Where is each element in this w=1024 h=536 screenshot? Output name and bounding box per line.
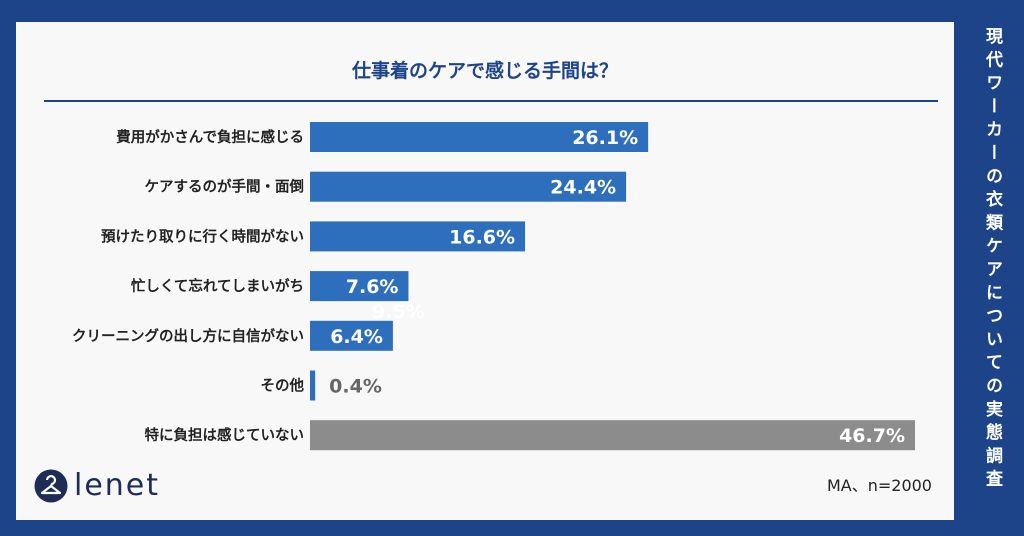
bar: [310, 370, 316, 401]
stray-value-label: 9.5%: [372, 301, 425, 323]
chart-title: 仕事着のケアで感じる手間は？: [351, 60, 618, 82]
category-label: 費用がかさんで負担に感じる: [116, 128, 304, 146]
value-label: 7.6%: [346, 276, 399, 298]
bar: [310, 122, 649, 152]
bar: [310, 171, 627, 202]
logo-text: lenet: [74, 468, 161, 503]
category-label: クリーニングの出し方に自信がない: [72, 327, 304, 345]
lenet-logo: lenet: [34, 468, 160, 503]
sample-note: MA、n=2000: [826, 476, 932, 495]
bar: [310, 271, 409, 302]
hanger-logo-icon: [34, 469, 68, 502]
category-label: その他: [261, 377, 305, 395]
title-divider: [44, 100, 938, 102]
value-label: 0.4%: [329, 376, 382, 398]
value-label: 24.4%: [550, 177, 616, 199]
bar: [310, 420, 915, 451]
value-label: 26.1%: [572, 127, 638, 149]
bar: [310, 221, 526, 252]
category-label: 預けたり取りに行く時間がない: [101, 227, 304, 245]
category-label: 忙しくて忘れてしまいがち: [131, 277, 304, 295]
value-label: 6.4%: [330, 326, 383, 348]
value-label: 16.6%: [449, 226, 515, 248]
value-label: 46.7%: [839, 425, 905, 447]
category-label: ケアするのが手間・面倒: [145, 178, 305, 196]
side-title: 現代ワーカーの衣類ケアについての実態調査: [982, 27, 1002, 493]
category-label: 特に負担は感じていない: [145, 426, 305, 444]
bar: [310, 320, 393, 351]
